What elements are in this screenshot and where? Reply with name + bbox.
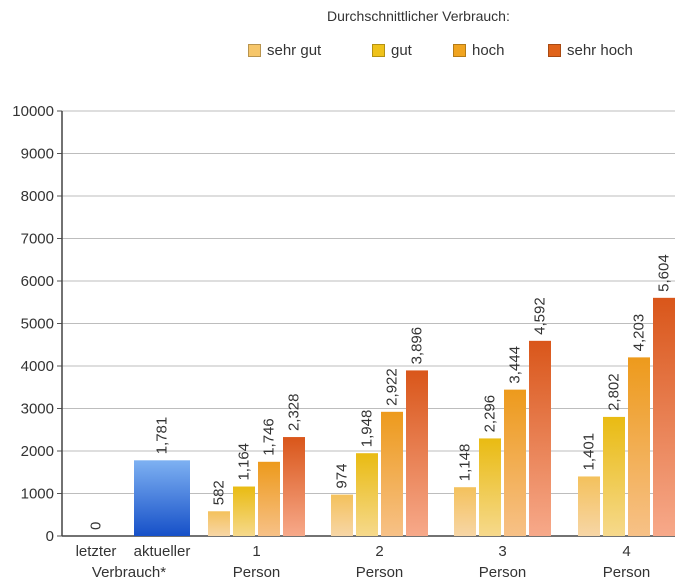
data-label: 2,328 [286, 394, 303, 432]
data-label: 1,781 [154, 417, 171, 455]
bar-sehr-hoch [406, 370, 428, 536]
y-tick-label: 8000 [21, 188, 54, 205]
x-tick-label: Person [233, 564, 281, 581]
bar-sehr-hoch [283, 437, 305, 536]
legend-item-sehr-gut: sehr gut [248, 42, 321, 59]
x-tick-label: Person [479, 564, 527, 581]
bar-sehr-gut [454, 487, 476, 536]
bar-gut [233, 486, 255, 536]
y-tick-label: 3000 [21, 401, 54, 418]
legend-swatch-sehr-hoch [548, 44, 561, 57]
legend-label-sehr-hoch: sehr hoch [567, 42, 633, 59]
bar-sehr-gut [578, 476, 600, 536]
y-tick-label: 1000 [21, 486, 54, 503]
data-label: 2,802 [606, 373, 623, 411]
legend: sehr gut gut hoch sehr hoch [0, 42, 681, 60]
legend-title: Durchschnittlicher Verbrauch: [327, 8, 510, 24]
bar-gut [603, 416, 625, 536]
legend-item-gut: gut [372, 42, 412, 59]
labels-layer: 0 letzter 1,781 aktueller Verbrauch* 582 1,164… [76, 254, 673, 581]
data-label: 3,896 [409, 327, 426, 365]
bar-hoch [504, 389, 526, 536]
legend-label-hoch: hoch [472, 42, 505, 59]
data-label: 4,203 [631, 314, 648, 352]
bar-sehr-gut [208, 511, 230, 536]
y-tick-label: 5000 [21, 316, 54, 333]
data-label: 2,296 [482, 395, 499, 433]
legend-label-gut: gut [391, 42, 412, 59]
data-label: 1,401 [581, 433, 598, 471]
bar-hoch [381, 411, 403, 536]
bars-layer [134, 297, 675, 536]
bar-aktueller [134, 460, 190, 536]
bar-sehr-hoch [529, 340, 551, 536]
x-tick-label: Person [356, 564, 404, 581]
bar-sehr-gut [331, 494, 353, 536]
legend-item-sehr-hoch: sehr hoch [548, 42, 633, 59]
x-tick-label: letzter [76, 543, 117, 560]
data-label: 4,592 [532, 297, 549, 335]
legend-swatch-gut [372, 44, 385, 57]
x-tick-label: Person [603, 564, 651, 581]
y-tick-label: 7000 [21, 231, 54, 248]
legend-swatch-sehr-gut [248, 44, 261, 57]
data-label: 1,164 [236, 443, 253, 481]
data-label: 582 [211, 480, 228, 505]
data-label: 5,604 [656, 254, 673, 292]
x-tick-label: 1 [252, 543, 260, 560]
y-tick-label: 2000 [21, 443, 54, 460]
data-label: 3,444 [507, 346, 524, 384]
y-tick-label: 0 [46, 528, 54, 545]
y-tick-label: 9000 [21, 146, 54, 163]
x-tick-label: 3 [498, 543, 506, 560]
x-tick-label: 4 [622, 543, 630, 560]
data-label: 1,148 [457, 444, 474, 482]
data-label: 1,948 [359, 410, 376, 448]
data-label: 974 [334, 464, 351, 489]
y-tick-label: 6000 [21, 273, 54, 290]
legend-item-hoch: hoch [453, 42, 505, 59]
legend-label-sehr-gut: sehr gut [267, 42, 322, 59]
bar-sehr-hoch [653, 297, 675, 536]
y-tick-label: 10000 [12, 103, 54, 120]
x-tick-label: Verbrauch* [92, 564, 166, 581]
bar-gut [356, 453, 378, 536]
legend-swatch-hoch [453, 44, 466, 57]
x-tick-label: aktueller [134, 543, 191, 560]
data-label: 1,746 [261, 418, 278, 456]
bar-hoch [258, 461, 280, 536]
x-tick-label: 2 [375, 543, 383, 560]
data-label: 2,922 [384, 368, 401, 406]
bar-hoch [628, 357, 650, 536]
bar-gut [479, 438, 501, 536]
data-label: 0 [88, 522, 105, 530]
y-tick-label: 4000 [21, 358, 54, 375]
